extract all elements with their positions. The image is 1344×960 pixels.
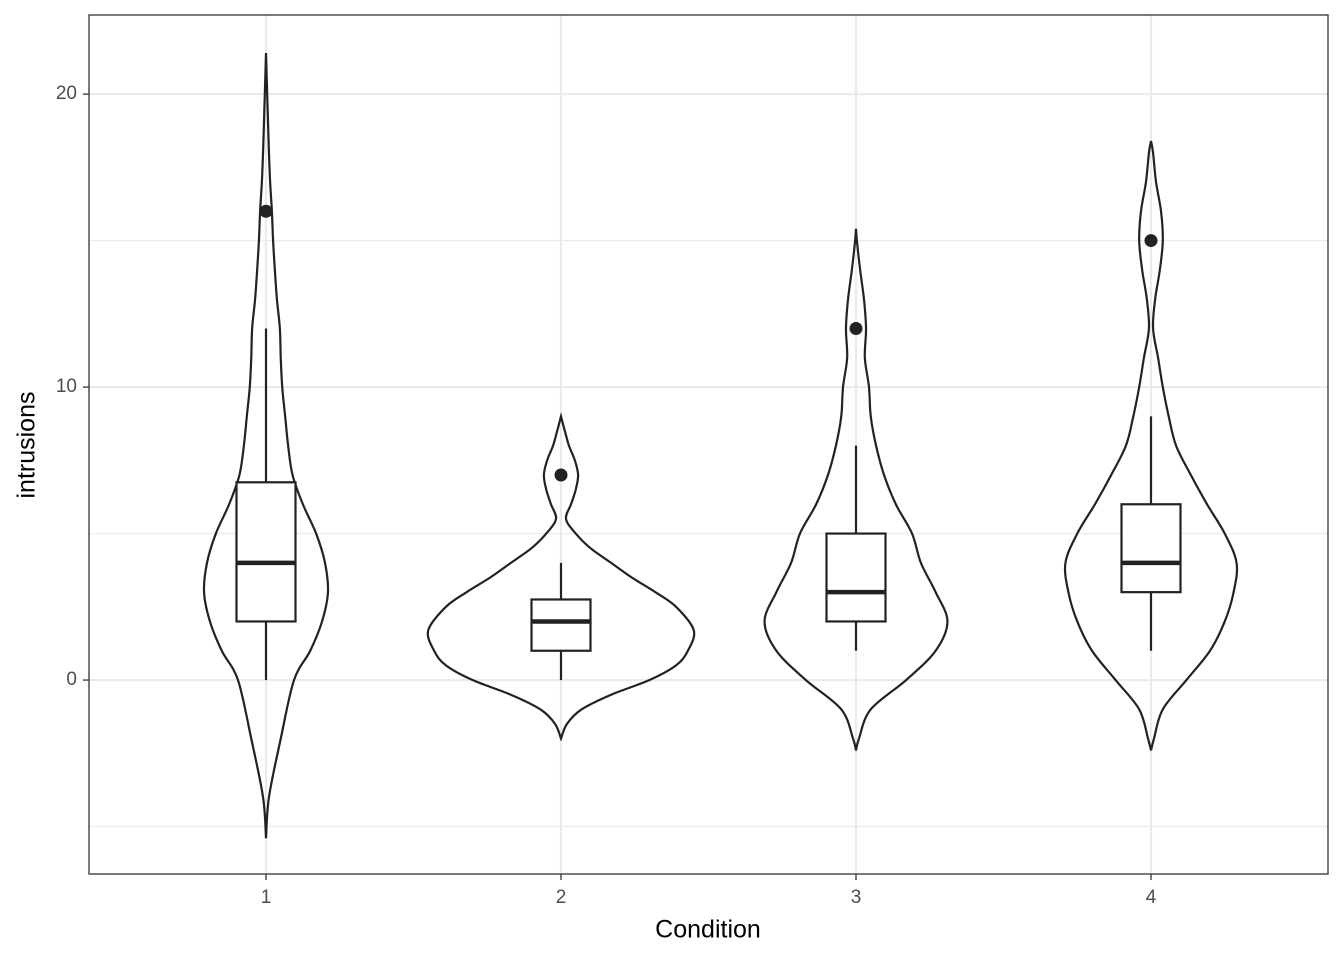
panel-border [88, 14, 1329, 875]
outlier [554, 468, 568, 482]
y-tick-label: 0 [66, 669, 77, 690]
y-tick-label: 10 [56, 376, 77, 397]
violin [763, 228, 949, 751]
violin [426, 412, 696, 742]
outlier [849, 321, 863, 335]
box [530, 598, 592, 652]
outlier [1144, 234, 1158, 248]
y-axis-title: intrusions [13, 392, 41, 499]
x-axis-title: Condition [655, 916, 761, 944]
violin [1063, 140, 1239, 751]
violin [202, 53, 330, 839]
x-tick-label: 2 [556, 887, 567, 908]
x-tick-label: 1 [261, 887, 272, 908]
x-tick-label: 3 [851, 887, 862, 908]
box [825, 532, 887, 623]
box [1120, 503, 1182, 594]
outlier [259, 204, 273, 218]
box [235, 481, 297, 623]
y-tick-label: 20 [56, 83, 77, 104]
x-tick-label: 4 [1146, 887, 1157, 908]
panel [89, 15, 1328, 874]
